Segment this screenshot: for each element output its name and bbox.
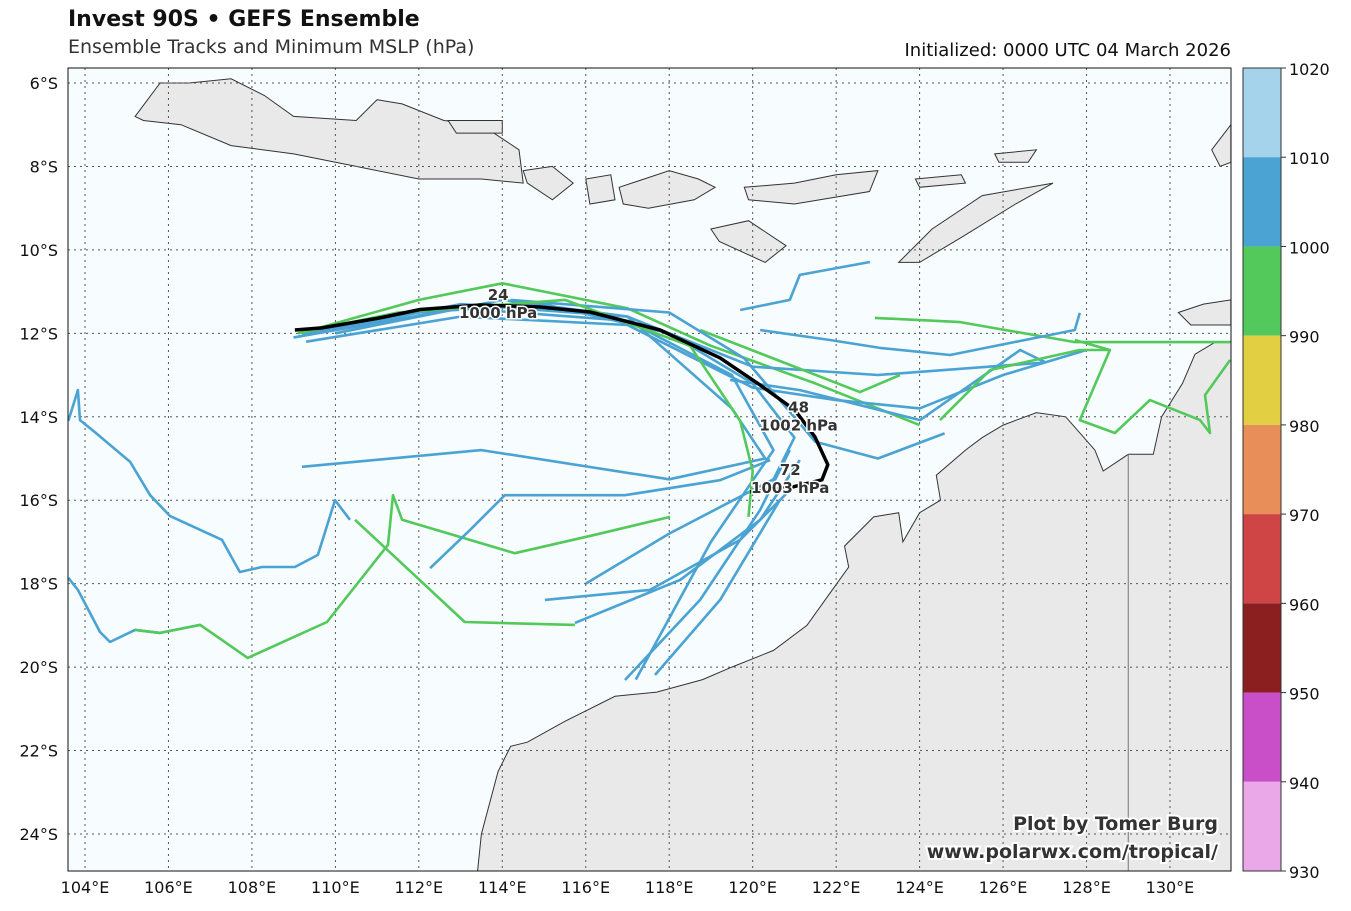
- land-wetar: [993, 149, 1038, 163]
- chart-title: Invest 90S • GEFS Ensemble: [68, 7, 420, 32]
- ensemble-track-6: [68, 388, 352, 574]
- colorbar-label: 930: [1289, 863, 1320, 882]
- colorbar-frame: [1242, 67, 1282, 872]
- mslp-label: 1002 hPa: [759, 417, 837, 435]
- ensemble-track-20: [729, 348, 1046, 422]
- lon-tick-label: 110°E: [311, 878, 360, 897]
- lat-tick-label: 14°S: [19, 408, 58, 427]
- ensemble-track-16: [874, 316, 1231, 344]
- colorbar-label: 1000: [1289, 238, 1330, 257]
- land-timor: [897, 182, 1054, 263]
- lon-tick-label: 124°E: [895, 878, 944, 897]
- ensemble-track-18: [760, 312, 1082, 357]
- ensemble-track-11: [544, 489, 791, 602]
- initialized-time: Initialized: 0000 UTC 04 March 2026: [904, 40, 1231, 61]
- lon-tick-label: 106°E: [144, 878, 193, 897]
- map-frame: [67, 67, 1232, 872]
- colorbar-label: 960: [1289, 595, 1320, 614]
- land-bali: [522, 165, 574, 201]
- ensemble-track-9: [354, 518, 575, 627]
- colorbar-bin: [1243, 781, 1281, 871]
- colorbar-label: 980: [1289, 417, 1320, 436]
- lon-tick-label: 116°E: [561, 878, 610, 897]
- ensemble-track-14: [654, 499, 781, 676]
- lon-tick-label: 118°E: [645, 878, 694, 897]
- colorbar-bin: [1243, 157, 1281, 247]
- colorbar-label: 950: [1289, 685, 1320, 704]
- lat-tick-label: 12°S: [19, 324, 58, 343]
- land-sumba: [710, 220, 787, 263]
- lat-tick-label: 24°S: [19, 825, 58, 844]
- ensemble-track-15: [1074, 338, 1231, 435]
- lon-tick-label: 104°E: [61, 878, 110, 897]
- forecast-hour-label: 72: [780, 461, 801, 479]
- colorbar-bin: [1243, 424, 1281, 515]
- colorbar: 1020 1010 1000 990 980 970 960 950 940 930: [1242, 60, 1330, 882]
- lon-tick-label: 108°E: [228, 878, 277, 897]
- colorbar-label: 1020: [1289, 60, 1330, 79]
- forecast-hour-label: 48: [788, 399, 809, 417]
- colorbar-bin: [1243, 603, 1281, 693]
- mslp-label: 1003 hPa: [751, 479, 829, 497]
- lon-tick-label: 122°E: [812, 878, 861, 897]
- land-flores: [743, 170, 879, 205]
- ensemble-track-8: [134, 493, 671, 660]
- lat-tick-label: 16°S: [19, 491, 58, 510]
- ensemble-track-19: [699, 328, 901, 394]
- lat-tick-label: 22°S: [19, 742, 58, 761]
- land-sumbawa: [618, 170, 717, 209]
- ensemble-track-10: [429, 458, 771, 570]
- lon-tick-label: 126°E: [979, 878, 1028, 897]
- land-lombok: [585, 174, 616, 205]
- colorbar-label: 990: [1289, 328, 1320, 347]
- chart-subtitle: Ensemble Tracks and Minimum MSLP (hPa): [68, 36, 475, 58]
- lon-tick-label: 112°E: [395, 878, 444, 897]
- axis-ticks: 104°E 106°E 108°E 110°E 112°E 114°E 116°E 118°E…: [19, 74, 1194, 897]
- lat-tick-label: 8°S: [30, 157, 58, 176]
- land-madura: [447, 120, 503, 134]
- credit-author: Plot by Tomer Burg: [1013, 813, 1218, 835]
- colorbar-bin: [1243, 68, 1281, 158]
- lat-tick-label: 18°S: [19, 575, 58, 594]
- ensemble-track-13: [624, 449, 791, 681]
- lat-tick-label: 6°S: [30, 74, 58, 93]
- land-alor: [914, 174, 967, 188]
- lon-tick-label: 120°E: [728, 878, 777, 897]
- mean-track-line: [294, 303, 830, 494]
- mslp-label: 1000 hPa: [459, 304, 537, 322]
- landmasses: [134, 78, 1231, 871]
- ensemble-track-17: [739, 260, 871, 312]
- colorbar-bin: [1243, 514, 1281, 604]
- lon-tick-label: 130°E: [1146, 878, 1195, 897]
- lon-tick-label: 128°E: [1062, 878, 1111, 897]
- colorbar-label: 970: [1289, 506, 1320, 525]
- lat-tick-label: 20°S: [19, 658, 58, 677]
- ensemble-track-4: [305, 315, 1087, 410]
- colorbar-label: 1010: [1289, 149, 1330, 168]
- colorbar-label: 940: [1289, 774, 1320, 793]
- credit-url: www.polarwx.com/tropical/: [927, 841, 1218, 863]
- colorbar-bin: [1243, 246, 1281, 336]
- colorbar-bin: [1243, 335, 1281, 425]
- lat-tick-label: 10°S: [19, 241, 58, 260]
- lon-tick-label: 114°E: [478, 878, 527, 897]
- ensemble-track-21: [939, 348, 1110, 422]
- forecast-hour-label: 24: [488, 286, 509, 304]
- colorbar-bin: [1243, 692, 1281, 782]
- gridlines: [68, 68, 1231, 871]
